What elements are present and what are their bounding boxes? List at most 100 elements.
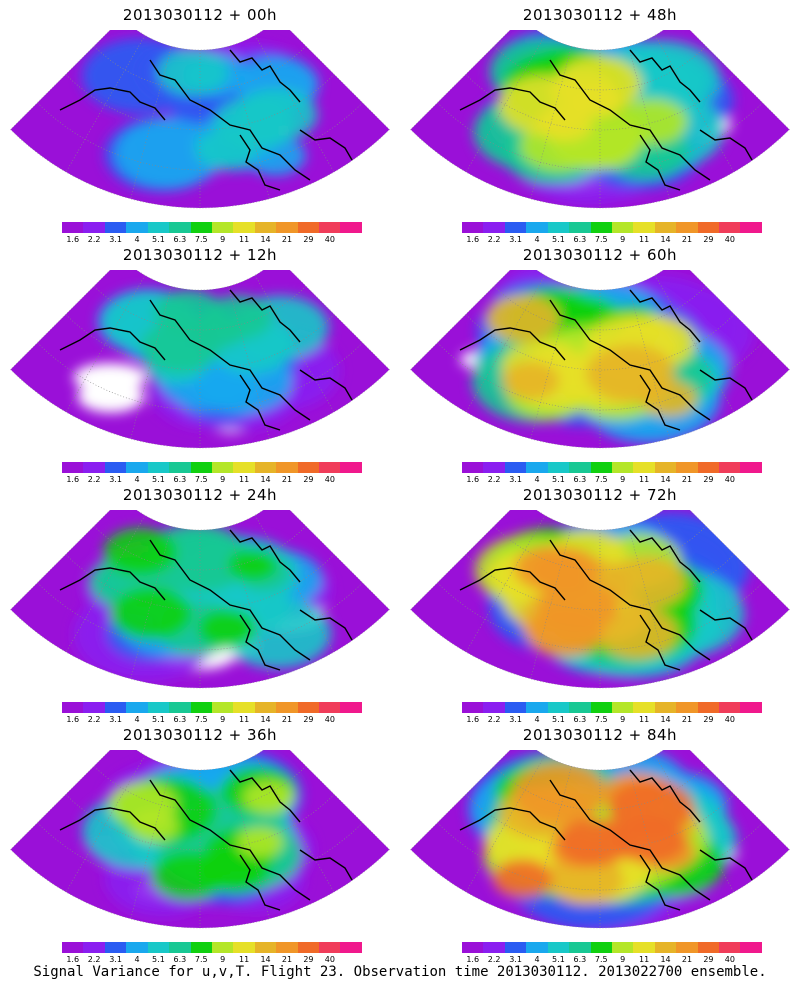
colorbar-swatch bbox=[483, 222, 505, 233]
colorbar-tick-label: 7.5 bbox=[594, 955, 608, 964]
variance-map bbox=[10, 750, 390, 929]
colorbar-tick-label: 2.2 bbox=[87, 715, 101, 724]
colorbar-tick-label: 9 bbox=[620, 235, 626, 244]
variance-map bbox=[10, 270, 390, 449]
colorbar-swatch bbox=[190, 222, 212, 233]
colorbar-swatch bbox=[697, 702, 720, 713]
colorbar-tick-label: 14 bbox=[260, 955, 271, 964]
colorbar bbox=[462, 462, 762, 473]
panel-title: 2013030112 + 24h bbox=[122, 486, 278, 504]
colorbar-tick-label: 21 bbox=[281, 715, 293, 724]
colorbar-swatch bbox=[340, 462, 362, 473]
colorbar-labels: 1.6 2.2 3.1 4 5.1 6.3 7.5 9 11 14 21 29 40 bbox=[62, 235, 362, 245]
colorbar-swatch bbox=[276, 702, 298, 713]
colorbar-tick-label: 11 bbox=[639, 235, 650, 244]
colorbar-tick-label: 29 bbox=[703, 955, 714, 964]
colorbar-tick-label: 2.2 bbox=[87, 235, 101, 244]
colorbar-tick-label: 21 bbox=[281, 955, 293, 964]
colorbar-tick-label: 40 bbox=[324, 715, 335, 724]
colorbar-tick-label: 6.3 bbox=[573, 235, 587, 244]
variance-field bbox=[10, 750, 390, 928]
colorbar-tick-label: 6.3 bbox=[573, 955, 587, 964]
colorbar-swatch bbox=[526, 222, 548, 233]
colorbar-tick-label: 14 bbox=[260, 235, 271, 244]
colorbar bbox=[62, 462, 362, 473]
colorbar-tick-label: 9 bbox=[620, 475, 626, 484]
colorbar-tick-label: 1.6 bbox=[466, 715, 480, 724]
variance-field bbox=[10, 30, 390, 208]
panel-title: 2013030112 + 12h bbox=[122, 246, 278, 264]
colorbar-swatch bbox=[526, 942, 548, 953]
colorbar-tick-label: 1.6 bbox=[466, 475, 480, 484]
colorbar-tick-label: 2.2 bbox=[87, 955, 101, 964]
colorbar-labels: 1.6 2.2 3.1 4 5.1 6.3 7.5 9 11 14 21 29 40 bbox=[462, 715, 762, 725]
colorbar bbox=[462, 702, 762, 713]
colorbar-tick-label: 11 bbox=[639, 475, 650, 484]
colorbar-tick-label: 29 bbox=[703, 715, 714, 724]
map-panel: 2013030112 + 84h 1.6 2.2 3.1 4 5.1 6.3 7.5 9 11 1… bbox=[400, 720, 800, 964]
colorbar-swatch bbox=[654, 462, 677, 473]
colorbar-swatch bbox=[676, 462, 698, 473]
variance-map bbox=[10, 510, 390, 689]
colorbar-labels: 1.6 2.2 3.1 4 5.1 6.3 7.5 9 11 14 21 29 40 bbox=[62, 955, 362, 965]
colorbar-tick-label: 2.2 bbox=[487, 715, 501, 724]
colorbar-tick-label: 3.1 bbox=[109, 235, 122, 244]
colorbar-swatch bbox=[83, 222, 105, 233]
colorbar-swatch bbox=[462, 702, 484, 713]
colorbar-tick-label: 9 bbox=[220, 235, 226, 244]
colorbar-swatch bbox=[211, 222, 234, 233]
colorbar-tick-label: 21 bbox=[681, 715, 693, 724]
map-panel: 2013030112 + 24h 1.6 2.2 3.1 4 5.1 6.3 7.5 9 11 1… bbox=[0, 480, 400, 724]
colorbar-swatch bbox=[83, 942, 105, 953]
colorbar-swatch bbox=[740, 942, 762, 953]
panel-title: 2013030112 + 84h bbox=[522, 726, 678, 744]
colorbar-tick-label: 40 bbox=[724, 955, 735, 964]
colorbar-tick-label: 11 bbox=[239, 715, 250, 724]
map-panel: 2013030112 + 60h 1.6 2.2 3.1 4 5.1 6.3 7.5 9 11 1… bbox=[400, 240, 800, 484]
panel-title: 2013030112 + 36h bbox=[122, 726, 278, 744]
colorbar-labels: 1.6 2.2 3.1 4 5.1 6.3 7.5 9 11 14 21 29 40 bbox=[62, 715, 362, 725]
variance-field bbox=[410, 510, 790, 688]
panel-title: 2013030112 + 72h bbox=[522, 486, 678, 504]
colorbar-swatch bbox=[319, 222, 341, 233]
colorbar-swatch bbox=[719, 702, 741, 713]
colorbar-swatch bbox=[340, 222, 362, 233]
colorbar-swatch bbox=[462, 942, 484, 953]
colorbar-swatch bbox=[254, 702, 277, 713]
variance-map bbox=[410, 510, 790, 689]
colorbar bbox=[62, 222, 362, 233]
colorbar-tick-label: 7.5 bbox=[194, 715, 208, 724]
colorbar-swatch bbox=[719, 222, 741, 233]
colorbar-swatch bbox=[504, 222, 527, 233]
colorbar-swatch bbox=[104, 702, 127, 713]
colorbar-tick-label: 21 bbox=[681, 955, 693, 964]
colorbar-tick-label: 4 bbox=[534, 955, 540, 964]
colorbar-tick-label: 3.1 bbox=[109, 715, 122, 724]
colorbar-tick-label: 4 bbox=[534, 475, 540, 484]
colorbar-swatch bbox=[590, 222, 612, 233]
colorbar-swatch bbox=[62, 462, 84, 473]
colorbar-tick-label: 6.3 bbox=[173, 955, 187, 964]
colorbar-swatch bbox=[547, 942, 570, 953]
colorbar-swatch bbox=[276, 462, 298, 473]
colorbar-tick-label: 2.2 bbox=[487, 475, 501, 484]
colorbar-swatch bbox=[697, 942, 720, 953]
variance-map bbox=[410, 30, 790, 209]
colorbar-swatch bbox=[740, 702, 762, 713]
colorbar-swatch bbox=[297, 462, 320, 473]
colorbar-tick-label: 6.3 bbox=[573, 715, 587, 724]
colorbar-tick-label: 14 bbox=[660, 955, 671, 964]
colorbar-tick-label: 14 bbox=[260, 475, 271, 484]
map-panel: 2013030112 + 48h 1.6 2.2 3.1 4 5.1 6.3 7.5 9 11 1… bbox=[400, 0, 800, 244]
colorbar-swatch bbox=[147, 942, 170, 953]
colorbar-tick-label: 3.1 bbox=[509, 955, 522, 964]
colorbar-swatch bbox=[83, 702, 105, 713]
figure-caption: Signal Variance for u,v,T. Flight 23. Ob… bbox=[33, 964, 767, 980]
colorbar-tick-label: 1.6 bbox=[466, 235, 480, 244]
colorbar-swatch bbox=[319, 942, 341, 953]
variance-field bbox=[410, 270, 790, 448]
colorbar-swatch bbox=[483, 702, 505, 713]
colorbar bbox=[462, 222, 762, 233]
variance-field bbox=[410, 30, 790, 208]
colorbar-swatch bbox=[462, 462, 484, 473]
